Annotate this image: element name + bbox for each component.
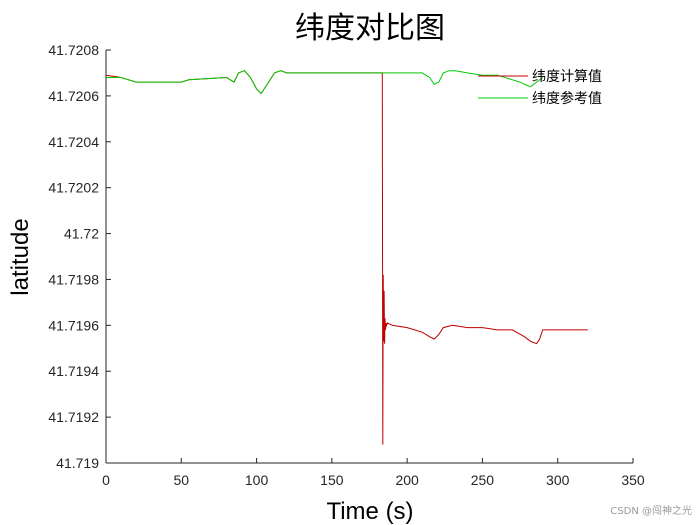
x-tick-label: 250	[471, 472, 495, 488]
y-tick-label: 41.7198	[48, 271, 99, 287]
x-tick-label: 0	[102, 472, 110, 488]
y-tick-label: 41.7208	[48, 42, 99, 58]
plot-area	[105, 50, 633, 464]
legend-label-calculated: 纬度计算值	[532, 69, 602, 85]
x-ticks: 0 50 100 150 200 250 300 350	[102, 458, 645, 488]
y-tick-label: 41.7194	[48, 363, 99, 379]
y-tick-label: 41.7206	[48, 88, 99, 104]
series-layer	[105, 70, 588, 445]
x-tick-label: 150	[320, 472, 344, 488]
legend: 纬度计算值 纬度参考值	[478, 69, 602, 107]
y-tick-label: 41.7196	[48, 317, 99, 333]
y-tick-label: 41.7202	[48, 180, 99, 196]
legend-label-reference: 纬度参考值	[532, 90, 602, 107]
plot-background	[106, 50, 633, 463]
x-tick-label: 350	[621, 472, 645, 488]
x-tick-label: 300	[546, 472, 570, 488]
y-tick-label: 41.7192	[48, 409, 99, 425]
y-tick-label: 41.72	[64, 226, 99, 242]
x-tick-label: 200	[395, 472, 419, 488]
y-tick-label: 41.719	[56, 455, 99, 471]
y-tick-label: 41.7204	[48, 134, 99, 150]
x-tick-label: 100	[245, 472, 269, 488]
x-axis-label: Time (s)	[326, 498, 413, 525]
x-tick-label: 50	[173, 472, 189, 488]
y-axis-label: latitude	[7, 218, 34, 295]
chart-title: 纬度对比图	[295, 11, 445, 46]
series-line-reference	[106, 70, 544, 95]
watermark: CSDN @闯神之光	[610, 506, 692, 517]
y-ticks: 41.719 41.7192 41.7194 41.7196 41.7198 41.72 4…	[48, 42, 111, 471]
